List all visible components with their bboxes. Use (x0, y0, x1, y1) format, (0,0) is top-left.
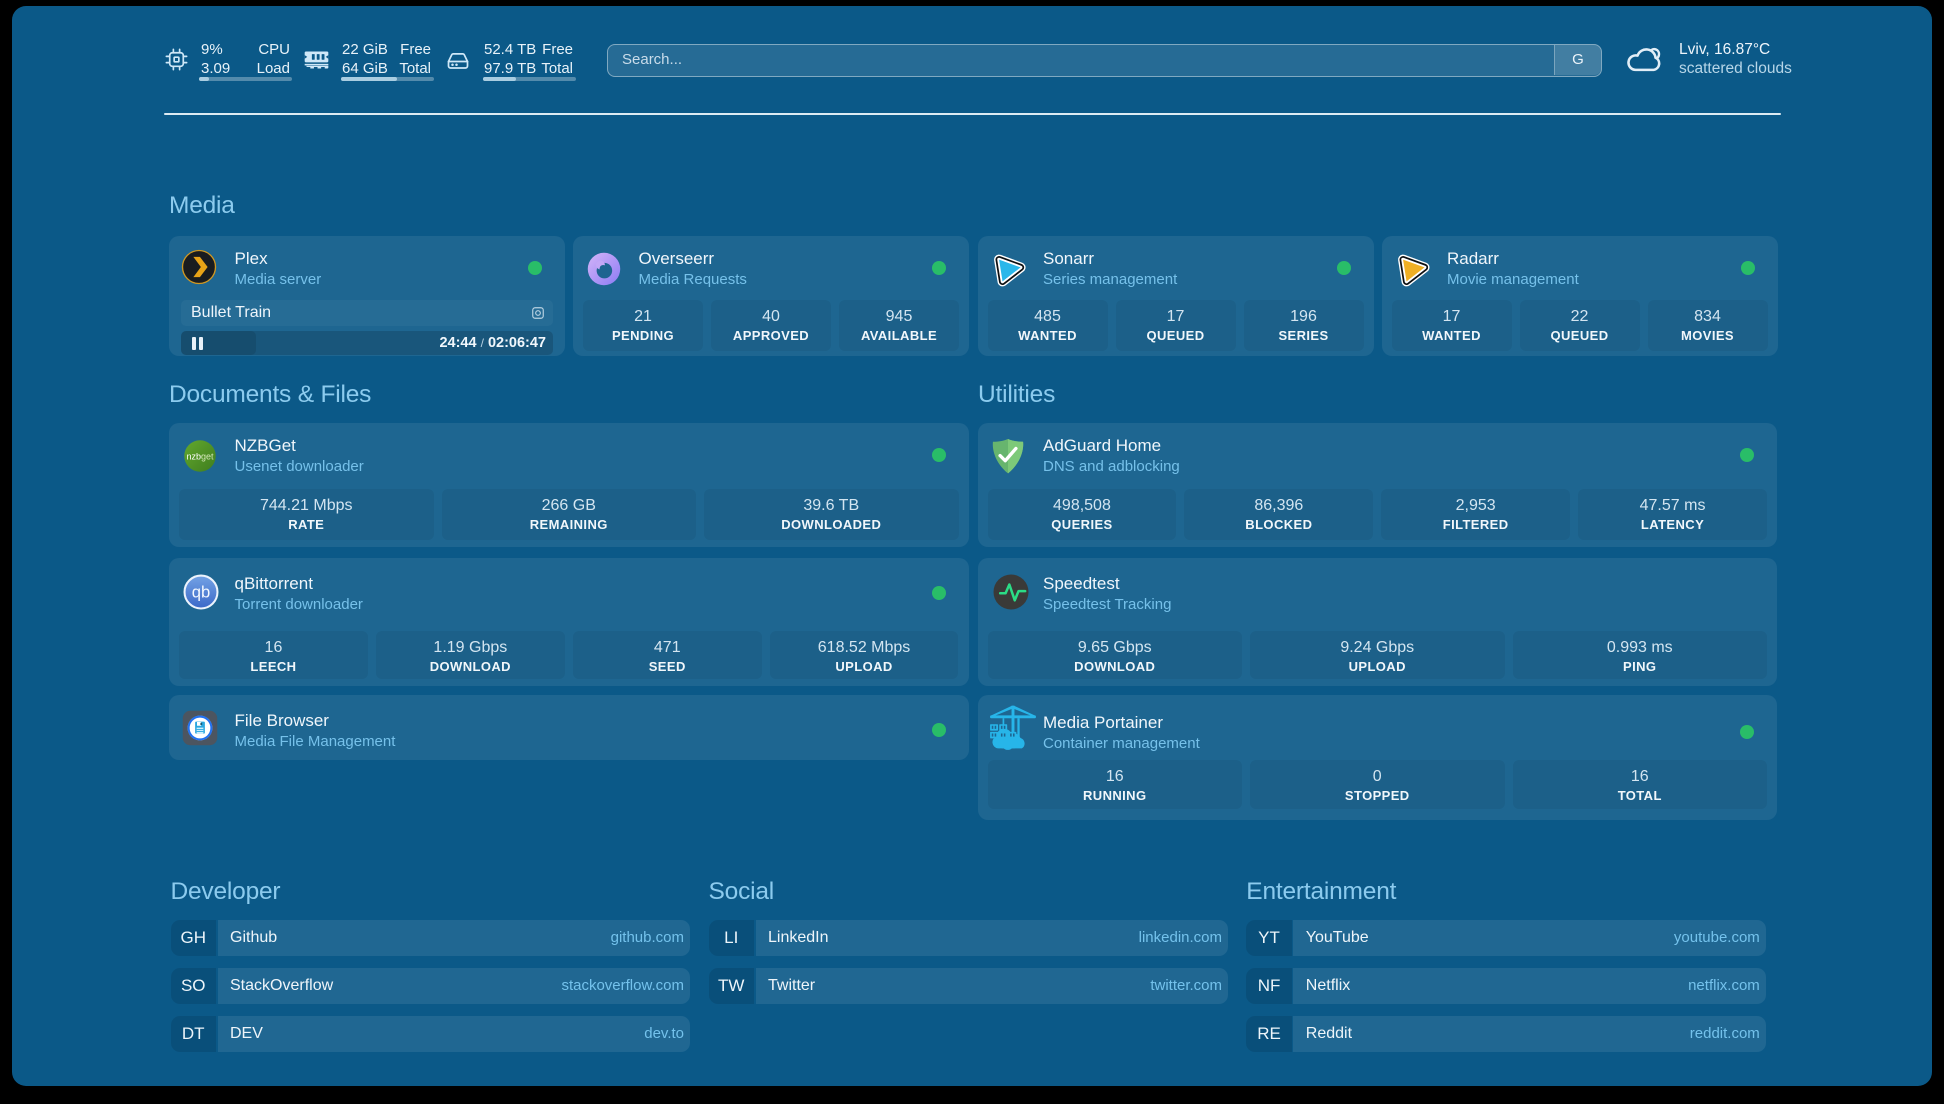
svg-text:qb: qb (191, 583, 209, 602)
svg-text:nzbget: nzbget (186, 451, 214, 461)
